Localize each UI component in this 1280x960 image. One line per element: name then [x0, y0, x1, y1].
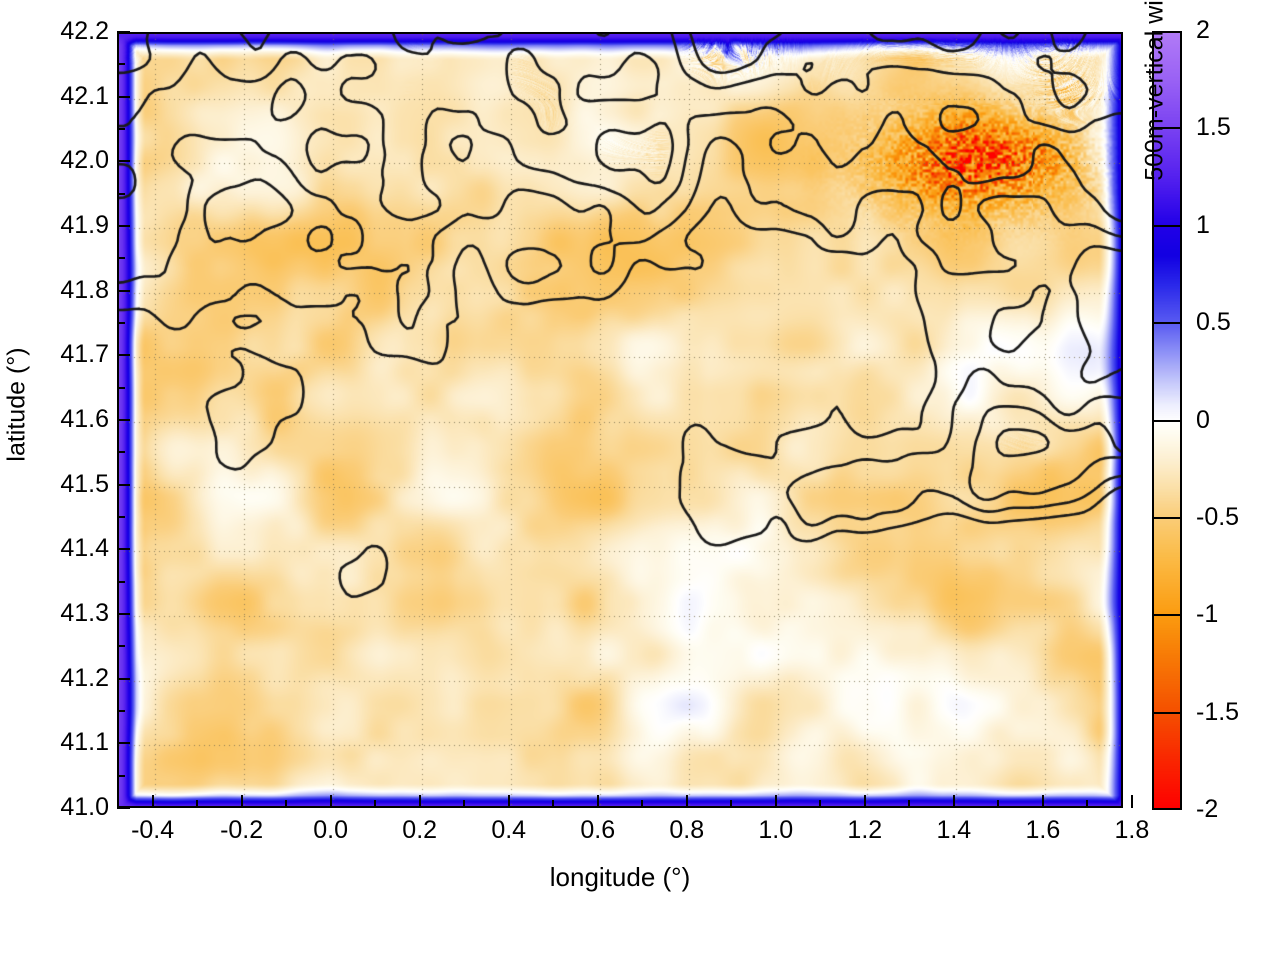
colorbar-segment-divider [1152, 516, 1182, 519]
colorbar-tick-label: -0.5 [1196, 502, 1240, 531]
y-tick-label: 41.3 [60, 599, 109, 627]
y-tick-label: 41.1 [60, 728, 109, 757]
y-tick-label: 41.0 [60, 793, 109, 821]
x-major-tick [329, 795, 332, 808]
x-major-tick [863, 795, 866, 808]
x-major-tick [685, 795, 688, 808]
x-minor-tick [374, 800, 377, 808]
vertical-wind-speed-heatmap [119, 34, 1121, 806]
colorbar-tick-label: 1 [1196, 210, 1210, 239]
colorbar-tick-label: 0 [1196, 405, 1210, 434]
x-tick-label: 1.0 [758, 816, 794, 844]
y-tick-label: 41.4 [60, 534, 109, 563]
colorbar-tick-label: -1.5 [1196, 697, 1240, 726]
colorbar-segment-divider [1152, 419, 1182, 422]
y-major-tick [117, 483, 130, 486]
x-axis-tick-labels: -0.4 -0.2 0.0 0.2 0.4 0.6 0.8 1.0 1.2 1.4 1.6 1.8 [0, 818, 1280, 858]
y-major-tick [117, 160, 130, 163]
x-minor-tick [641, 800, 644, 808]
y-minor-tick [117, 710, 125, 712]
y-minor-tick [117, 774, 125, 777]
y-minor-tick [117, 580, 125, 583]
x-minor-tick [1086, 800, 1089, 808]
x-major-tick [507, 795, 510, 808]
y-major-tick [117, 677, 130, 680]
x-tick-label: 0.4 [491, 816, 527, 844]
colorbar-segment-divider [1152, 322, 1182, 325]
y-axis-tick-labels: 41.0 41.1 41.2 41.3 41.4 41.5 41.6 41.7 41.8 41.9… [0, 0, 109, 960]
x-minor-tick [997, 800, 1000, 808]
colorbar-tick-label: -1 [1196, 600, 1219, 629]
plot-area [117, 32, 1123, 808]
x-major-tick [774, 795, 777, 808]
x-tick-label: 1.2 [847, 816, 883, 844]
y-major-tick [117, 742, 130, 745]
y-major-tick [117, 548, 130, 551]
y-minor-tick [117, 645, 125, 648]
colorbar-tick-label: -2 [1196, 795, 1219, 823]
x-minor-tick [285, 800, 288, 808]
y-major-tick [117, 31, 130, 33]
x-tick-label: 0.0 [313, 816, 349, 844]
x-minor-tick [463, 800, 466, 808]
colorbar-tick-label: 2 [1196, 16, 1210, 44]
x-axis-title: longitude (°) [549, 862, 691, 892]
colorbar-segment-divider [1152, 711, 1182, 714]
y-axis-title: latitude (°) [2, 347, 31, 462]
y-tick-label: 42.2 [60, 17, 109, 45]
colorbar-segment-divider [1152, 614, 1182, 617]
x-minor-tick [908, 800, 911, 808]
y-minor-tick [117, 451, 125, 454]
x-major-tick [240, 795, 243, 808]
y-tick-label: 42.1 [60, 81, 109, 110]
y-minor-tick [117, 63, 125, 66]
x-major-tick [952, 795, 955, 808]
x-major-tick [151, 795, 154, 808]
x-tick-label: 0.6 [580, 816, 616, 844]
x-minor-tick [730, 800, 733, 808]
x-minor-tick [819, 800, 822, 808]
x-tick-label: 0.8 [669, 816, 705, 844]
colorbar [1152, 31, 1182, 810]
x-tick-label: -0.4 [131, 816, 175, 844]
colorbar-segment-divider [1152, 224, 1182, 227]
colorbar-tick-label: 0.5 [1196, 308, 1231, 337]
x-tick-label: 1.6 [1025, 816, 1061, 844]
y-tick-label: 41.6 [60, 405, 109, 433]
y-minor-tick [117, 257, 125, 260]
y-tick-label: 41.9 [60, 211, 109, 239]
x-tick-label: 1.8 [1114, 816, 1150, 844]
x-tick-label: 0.2 [402, 816, 438, 844]
y-major-tick [117, 419, 130, 421]
y-tick-label: 41.5 [60, 469, 109, 498]
y-tick-label: 41.2 [60, 663, 109, 692]
colorbar-title: 500m-vertical wind speed (m s-1) [1140, 0, 1169, 400]
x-major-tick [1130, 795, 1133, 808]
colorbar-title-text: 500m-vertical wind speed (m s [1140, 0, 1169, 181]
y-major-tick [117, 354, 130, 357]
x-major-tick [1041, 795, 1044, 808]
x-minor-tick [196, 800, 199, 808]
y-minor-tick [117, 386, 125, 389]
x-tick-label: -0.2 [220, 816, 264, 844]
y-major-tick [117, 613, 130, 615]
x-major-tick [596, 795, 599, 808]
y-tick-label: 42.0 [60, 146, 109, 175]
y-minor-tick [117, 516, 125, 518]
y-tick-label: 41.8 [60, 275, 109, 304]
y-major-tick [117, 95, 130, 98]
y-minor-tick [117, 322, 125, 324]
x-minor-tick [552, 800, 555, 808]
y-major-tick [117, 225, 130, 227]
y-minor-tick [117, 192, 125, 195]
colorbar-tick-label: 1.5 [1196, 113, 1231, 142]
colorbar-segment-divider [1152, 127, 1182, 130]
y-major-tick [117, 807, 130, 809]
x-major-tick [418, 795, 421, 808]
y-major-tick [117, 289, 130, 292]
y-tick-label: 41.7 [60, 340, 109, 369]
x-tick-label: 1.4 [936, 816, 972, 844]
y-minor-tick [117, 128, 125, 130]
